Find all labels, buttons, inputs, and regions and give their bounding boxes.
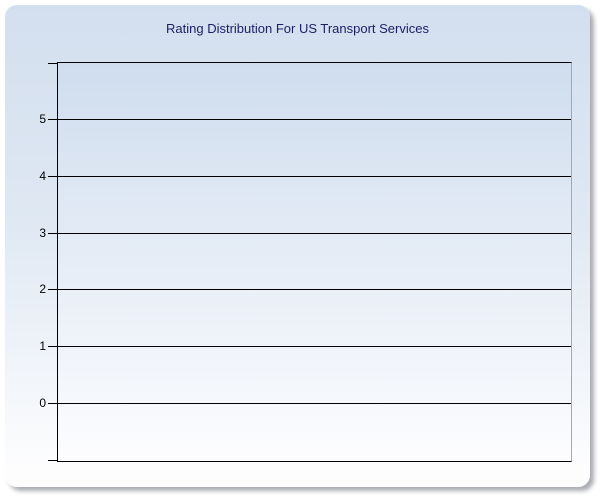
chart-title: Rating Distribution For US Transport Ser… <box>166 21 429 36</box>
y-axis-tick-label: 0 <box>39 396 46 410</box>
y-axis-tick-label: 2 <box>39 282 46 296</box>
gridline <box>58 346 571 347</box>
tick-mark <box>48 289 57 290</box>
chart-panel: Rating Distribution For US Transport Ser… <box>5 5 590 487</box>
gridline <box>58 119 571 120</box>
gridline <box>58 176 571 177</box>
y-axis-tick-label: 1 <box>39 339 46 353</box>
gridline <box>58 289 571 290</box>
gridline <box>58 233 571 234</box>
tick-mark <box>48 403 57 404</box>
y-axis-tick-label: 3 <box>39 226 46 240</box>
tick-mark <box>48 176 57 177</box>
tick-mark <box>48 233 57 234</box>
tick-mark <box>48 119 57 120</box>
tick-mark <box>48 460 57 461</box>
y-axis-tick-label: 5 <box>39 112 46 126</box>
tick-mark <box>48 346 57 347</box>
tick-mark <box>48 63 57 64</box>
gridline <box>58 403 571 404</box>
plot-area: 5 4 3 2 1 0 <box>39 62 572 462</box>
y-axis-tick-label: 4 <box>39 169 46 183</box>
